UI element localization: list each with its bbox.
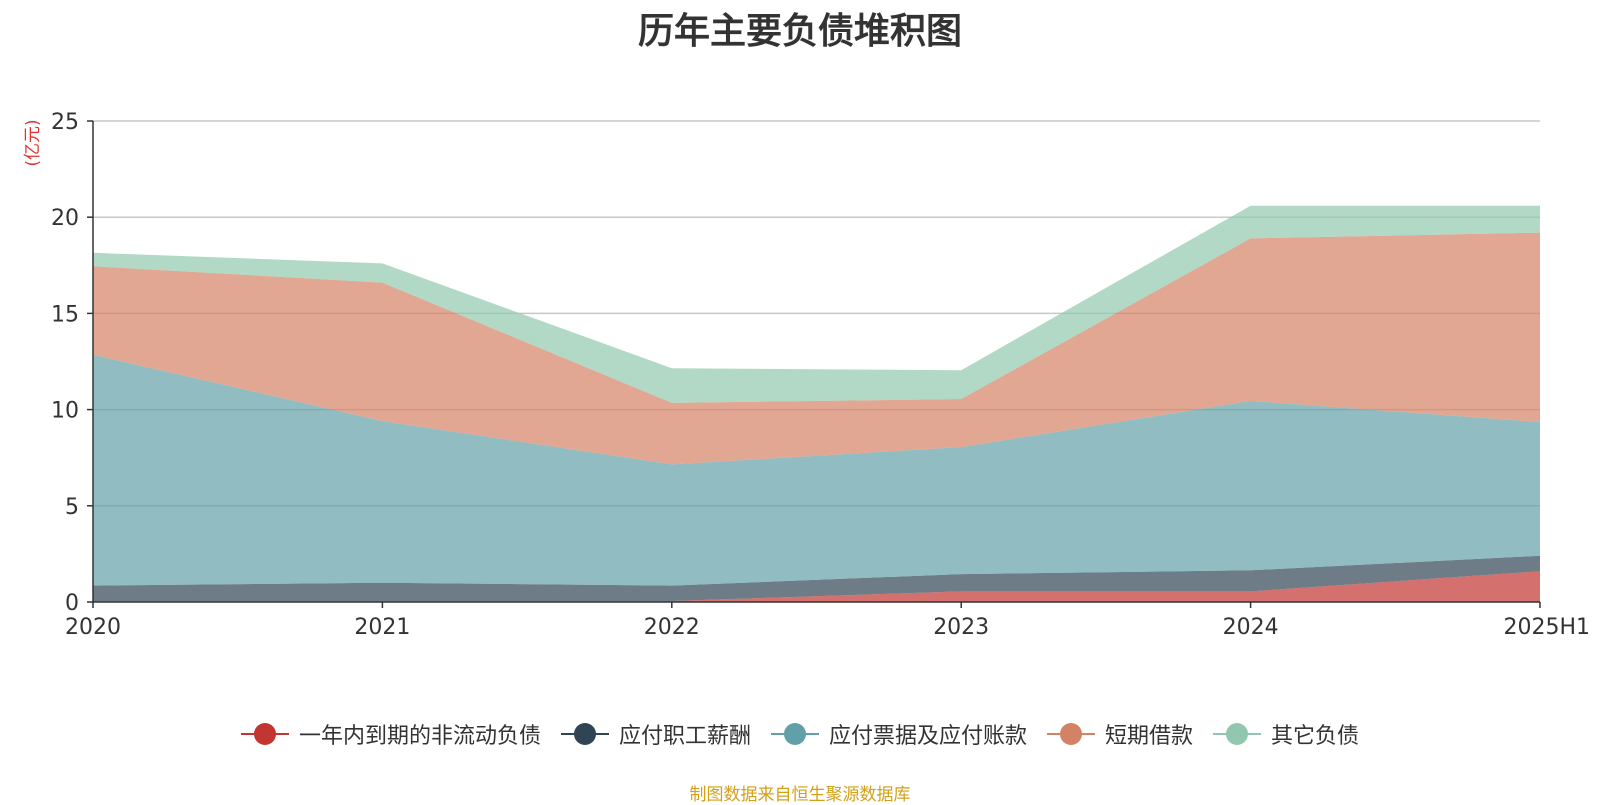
y-tick-label: 10	[51, 399, 79, 424]
y-tick-label: 15	[51, 302, 79, 327]
legend: 一年内到期的非流动负债 应付职工薪酬 应付票据及应付账款 短期借款 其它负债	[0, 718, 1600, 750]
legend-marker	[1213, 720, 1262, 748]
legend-item-5[interactable]: 其它负债	[1213, 718, 1359, 750]
area-series-2	[93, 555, 1540, 601]
legend-label: 应付职工薪酬	[618, 724, 751, 749]
legend-label: 一年内到期的非流动负债	[298, 724, 541, 749]
source-note: 制图数据来自恒生聚源数据库	[689, 785, 911, 805]
x-tick-label: 2025H1	[1503, 615, 1590, 640]
x-tick-label: 2021	[354, 615, 410, 640]
legend-item-1[interactable]: 一年内到期的非流动负债	[240, 718, 541, 750]
legend-marker	[240, 720, 289, 748]
x-tick-label: 2020	[65, 615, 121, 640]
y-tick-label: 25	[51, 110, 79, 135]
y-tick-label: 20	[51, 206, 79, 231]
legend-marker	[560, 720, 609, 748]
area-series-5	[93, 205, 1540, 403]
area-layers	[93, 205, 1540, 602]
y-tick-label: 0	[65, 591, 79, 616]
axes: 0 5 10 15 20 25 2020 2021 2022 2023 2024 2025H1	[51, 110, 1590, 640]
x-tick-label: 2022	[644, 615, 700, 640]
chart-title: 历年主要负债堆积图	[637, 11, 962, 52]
area-series-3	[93, 354, 1540, 586]
y-tick-label: 5	[65, 495, 79, 520]
legend-item-3[interactable]: 应付票据及应付账款	[770, 718, 1027, 750]
legend-marker	[1047, 720, 1095, 748]
area-series-4	[93, 232, 1540, 465]
legend-item-2[interactable]: 应付职工薪酬	[560, 718, 751, 750]
y-axis-unit: (亿元)	[23, 119, 43, 166]
legend-label: 短期借款	[1105, 724, 1194, 749]
area-series-1	[93, 571, 1540, 602]
x-tick-label: 2024	[1223, 615, 1279, 640]
legend-marker	[770, 720, 819, 748]
legend-label: 应付票据及应付账款	[828, 724, 1027, 749]
legend-item-4[interactable]: 短期借款	[1047, 718, 1193, 750]
legend-label: 其它负债	[1271, 724, 1360, 749]
x-tick-label: 2023	[933, 615, 989, 640]
